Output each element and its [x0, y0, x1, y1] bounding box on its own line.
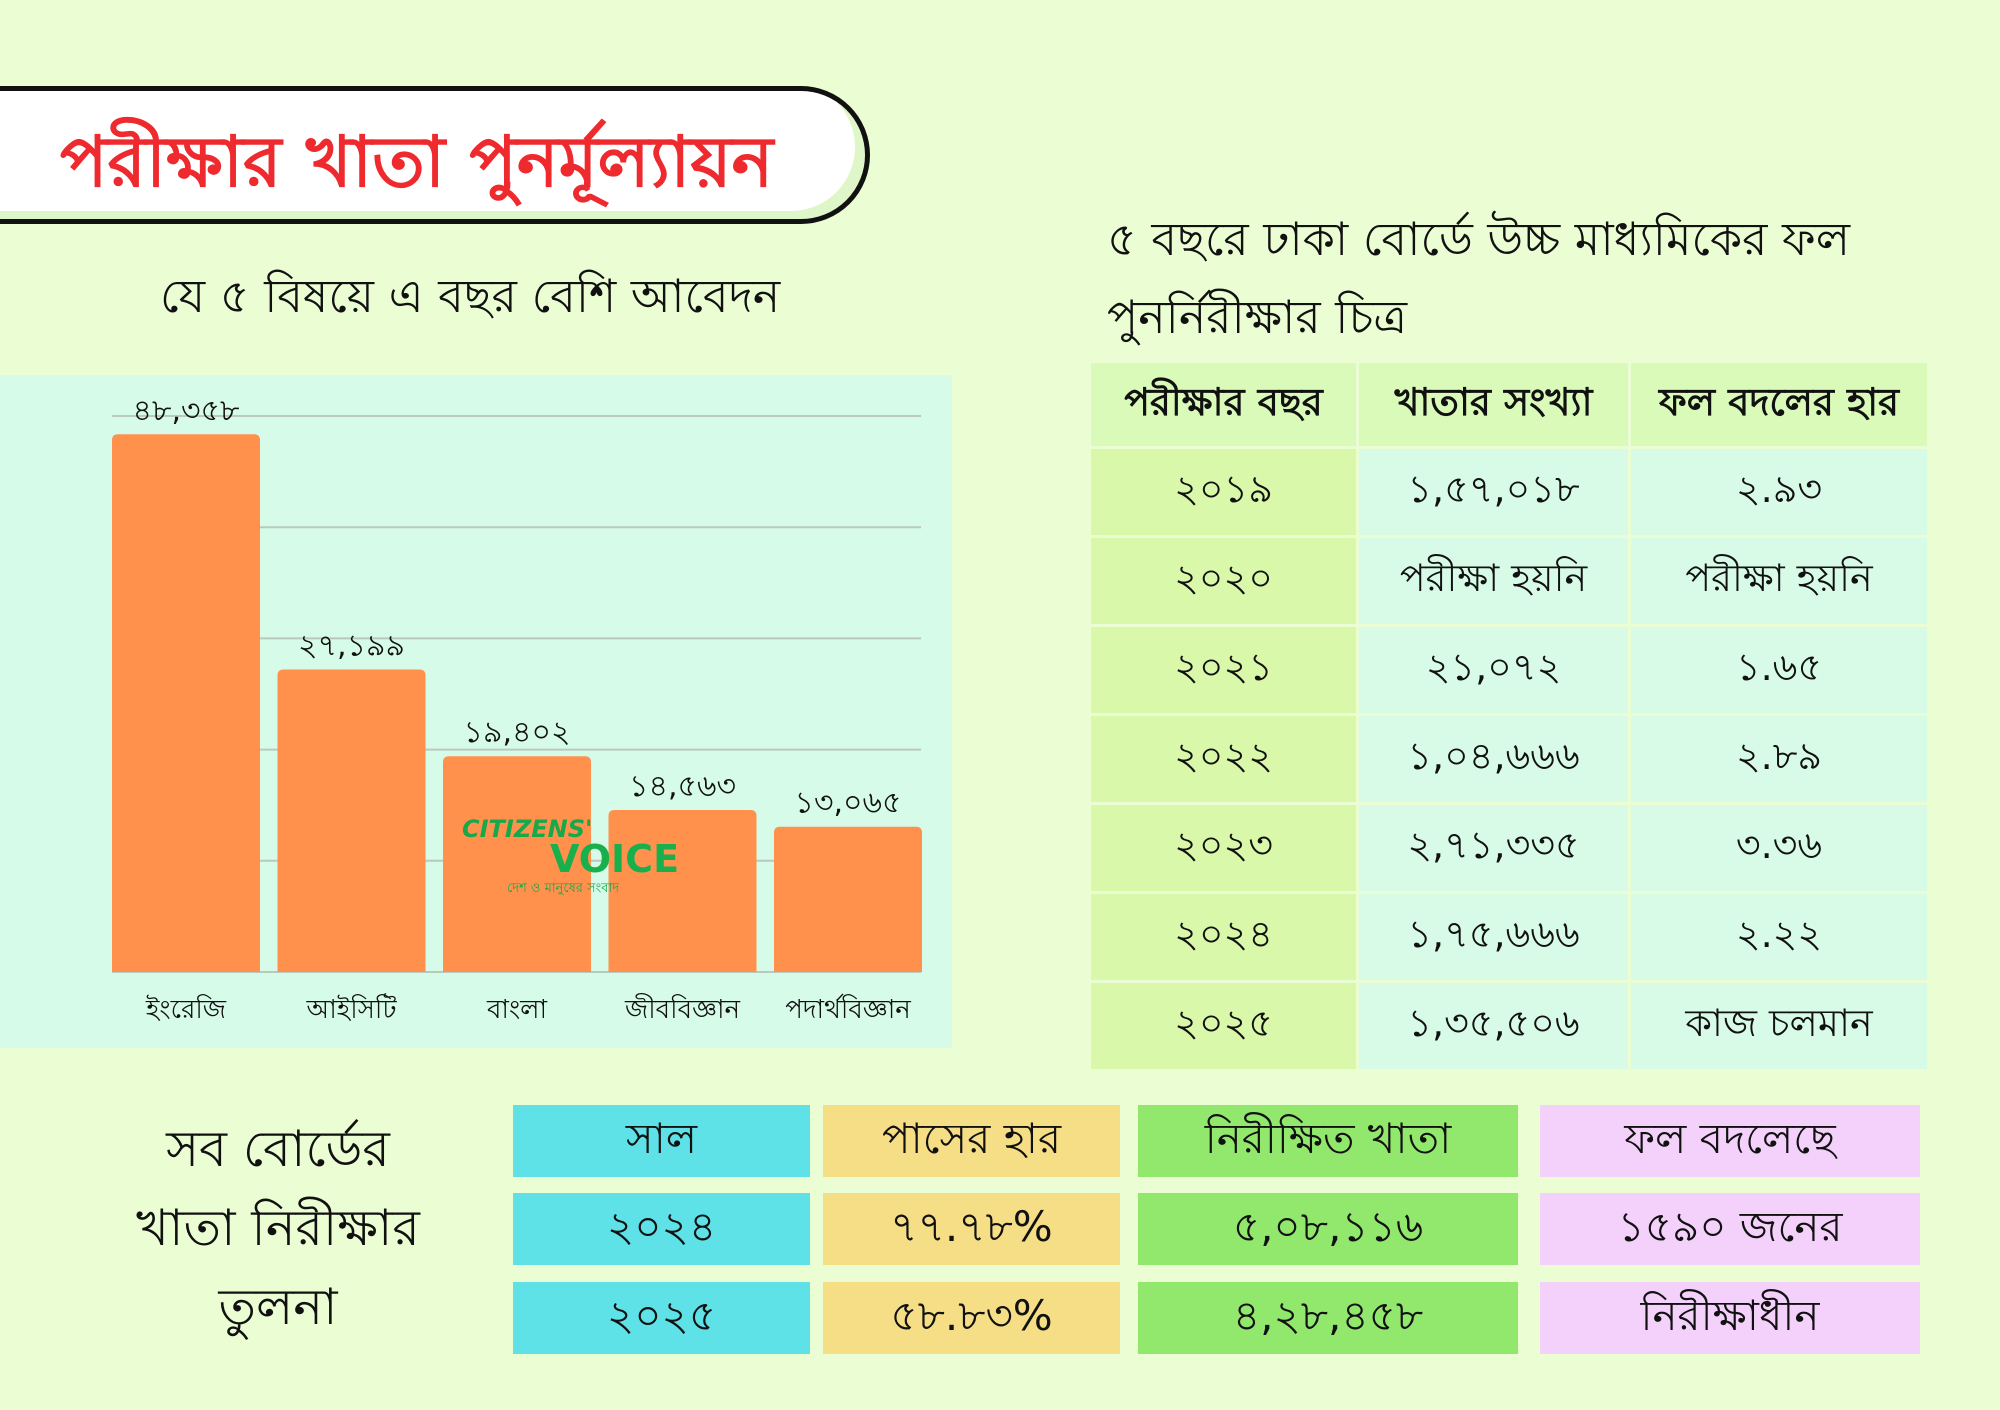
comparison-header-results-changed: ফল বদলেছে — [1540, 1105, 1920, 1177]
header-rate: ফল বদলের হার — [1631, 363, 1927, 446]
year-cell: ২০২২ — [1091, 716, 1356, 802]
data-label: ২৭,১৯৯ — [298, 629, 405, 664]
chart-subtitle: যে ৫ বিষয়ে এ বছর বেশি আবেদন — [160, 269, 781, 323]
history-table: পরীক্ষার বছর খাতার সংখ্যা ফল বদলের হার ২… — [1088, 360, 1930, 1072]
bar-chart: ৪৮,৩৫৮ ইংরেজি ২৭,১৯৯ আইসিটি ১৯,৪০২ বাংলা ১৪,৫৬… — [0, 375, 952, 1048]
year-cell: ২০২০ — [1091, 538, 1356, 624]
year-cell: ২০২৫ — [1091, 983, 1356, 1069]
comparison-label-line: সব বোর্ডের — [166, 1120, 390, 1178]
bar — [443, 756, 591, 972]
bar — [277, 669, 426, 972]
year-cell: ২০২১ — [1091, 627, 1356, 713]
rate-cell: ২.২২ — [1631, 894, 1927, 980]
comparison-cell-year: ২০২৫ — [513, 1282, 810, 1354]
comparison-cell-checked-scripts: ৪,২৮,৪৫৮ — [1138, 1282, 1518, 1354]
table-row: ২০২৩ ২,৭১,৩৩৫ ৩.৩৬ — [1091, 805, 1927, 891]
rate-cell: ২.৯৩ — [1631, 449, 1927, 535]
year-cell: ২০১৯ — [1091, 449, 1356, 535]
comparison-label-line: তুলনা — [218, 1278, 338, 1336]
count-cell: পরীক্ষা হয়নি — [1359, 538, 1628, 624]
history-heading-line2: পুনর্নিরীক্ষার চিত্র — [1107, 290, 1408, 344]
year-cell: ২০২৪ — [1091, 894, 1356, 980]
count-cell: ১,৫৭,০১৮ — [1359, 449, 1628, 535]
table-header-row: পরীক্ষার বছর খাতার সংখ্যা ফল বদলের হার — [1091, 363, 1927, 446]
table-row: ২০২৫ ১,৩৫,৫০৬ কাজ চলমান — [1091, 983, 1927, 1069]
rate-cell: ১.৬৫ — [1631, 627, 1927, 713]
count-cell: ২,৭১,৩৩৫ — [1359, 805, 1628, 891]
table-row: ২০২৪ ১,৭৫,৬৬৬ ২.২২ — [1091, 894, 1927, 980]
category-label: আইসিটি — [305, 993, 397, 1025]
table-row: ২০২২ ১,০৪,৬৬৬ ২.৮৯ — [1091, 716, 1927, 802]
history-heading: ৫ বছরে ঢাকা বোর্ডে উচ্চ মাধ্যমিকের ফল পু… — [1107, 200, 1987, 356]
comparison-header-year: সাল — [513, 1105, 810, 1177]
data-label: ১৩,০৬৫ — [795, 786, 902, 821]
data-label: ৪৮,৩৫৮ — [133, 393, 240, 428]
comparison-cell-year: ২০২৪ — [513, 1193, 810, 1265]
bar — [774, 826, 922, 972]
rate-cell: কাজ চলমান — [1631, 983, 1927, 1069]
history-heading-line1: ৫ বছরে ঢাকা বোর্ডে উচ্চ মাধ্যমিকের ফল — [1107, 212, 1850, 266]
comparison-cell-pass-rate: ৫৮.৮৩% — [823, 1282, 1120, 1354]
title-banner — [0, 86, 870, 224]
comparison-cell-checked-scripts: ৫,০৮,১১৬ — [1138, 1193, 1518, 1265]
comparison-label: সব বোর্ডের খাতা নিরীক্ষার তুলনা — [118, 1110, 438, 1347]
logo-tagline: দেশ ও মানুষের সংবাদ — [507, 881, 620, 896]
category-label: ইংরেজি — [145, 994, 227, 1025]
table-row: ২০১৯ ১,৫৭,০১৮ ২.৯৩ — [1091, 449, 1927, 535]
rate-cell: পরীক্ষা হয়নি — [1631, 538, 1927, 624]
category-label: বাংলা — [486, 995, 548, 1025]
rate-cell: ৩.৩৬ — [1631, 805, 1927, 891]
year-cell: ২০২৩ — [1091, 805, 1356, 891]
table-row: ২০২১ ২১,০৭২ ১.৬৫ — [1091, 627, 1927, 713]
bar-chart-svg: ৪৮,৩৫৮ ইংরেজি ২৭,১৯৯ আইসিটি ১৯,৪০২ বাংলা ১৪,৫৬… — [112, 393, 922, 1025]
comparison-cell-results-changed: নিরীক্ষাধীন — [1540, 1282, 1920, 1354]
data-label: ১৯,৪০২ — [464, 715, 571, 750]
table-row: ২০২০ পরীক্ষা হয়নি পরীক্ষা হয়নি — [1091, 538, 1927, 624]
header-year: পরীক্ষার বছর — [1091, 363, 1356, 446]
data-label: ১৪,৫৬৩ — [629, 769, 736, 804]
rate-cell: ২.৮৯ — [1631, 716, 1927, 802]
count-cell: ২১,০৭২ — [1359, 627, 1628, 713]
count-cell: ১,৭৫,৬৬৬ — [1359, 894, 1628, 980]
count-cell: ১,৩৫,৫০৬ — [1359, 983, 1628, 1069]
bar — [608, 810, 757, 972]
comparison-cell-pass-rate: ৭৭.৭৮% — [823, 1193, 1120, 1265]
citizens-voice-logo: CITIZENS' VOICE দেশ ও মানুষের সংবাদ — [462, 815, 680, 896]
count-cell: ১,০৪,৬৬৬ — [1359, 716, 1628, 802]
category-label: জীববিজ্ঞান — [624, 993, 741, 1025]
category-label: পদার্থবিজ্ঞান — [785, 994, 911, 1025]
comparison-header-checked-scripts: নিরীক্ষিত খাতা — [1138, 1105, 1518, 1177]
comparison-header-pass-rate: পাসের হার — [823, 1105, 1120, 1177]
comparison-label-line: খাতা নিরীক্ষার — [136, 1199, 420, 1257]
header-count: খাতার সংখ্যা — [1359, 363, 1628, 446]
logo-line2: VOICE — [550, 837, 680, 881]
bar — [112, 434, 260, 972]
logo-line1: CITIZENS' — [462, 815, 593, 843]
page-title: পরীক্ষার খাতা পুনর্মূল্যায়ন — [60, 121, 774, 203]
comparison-cell-results-changed: ১৫৯০ জনের — [1540, 1193, 1920, 1265]
